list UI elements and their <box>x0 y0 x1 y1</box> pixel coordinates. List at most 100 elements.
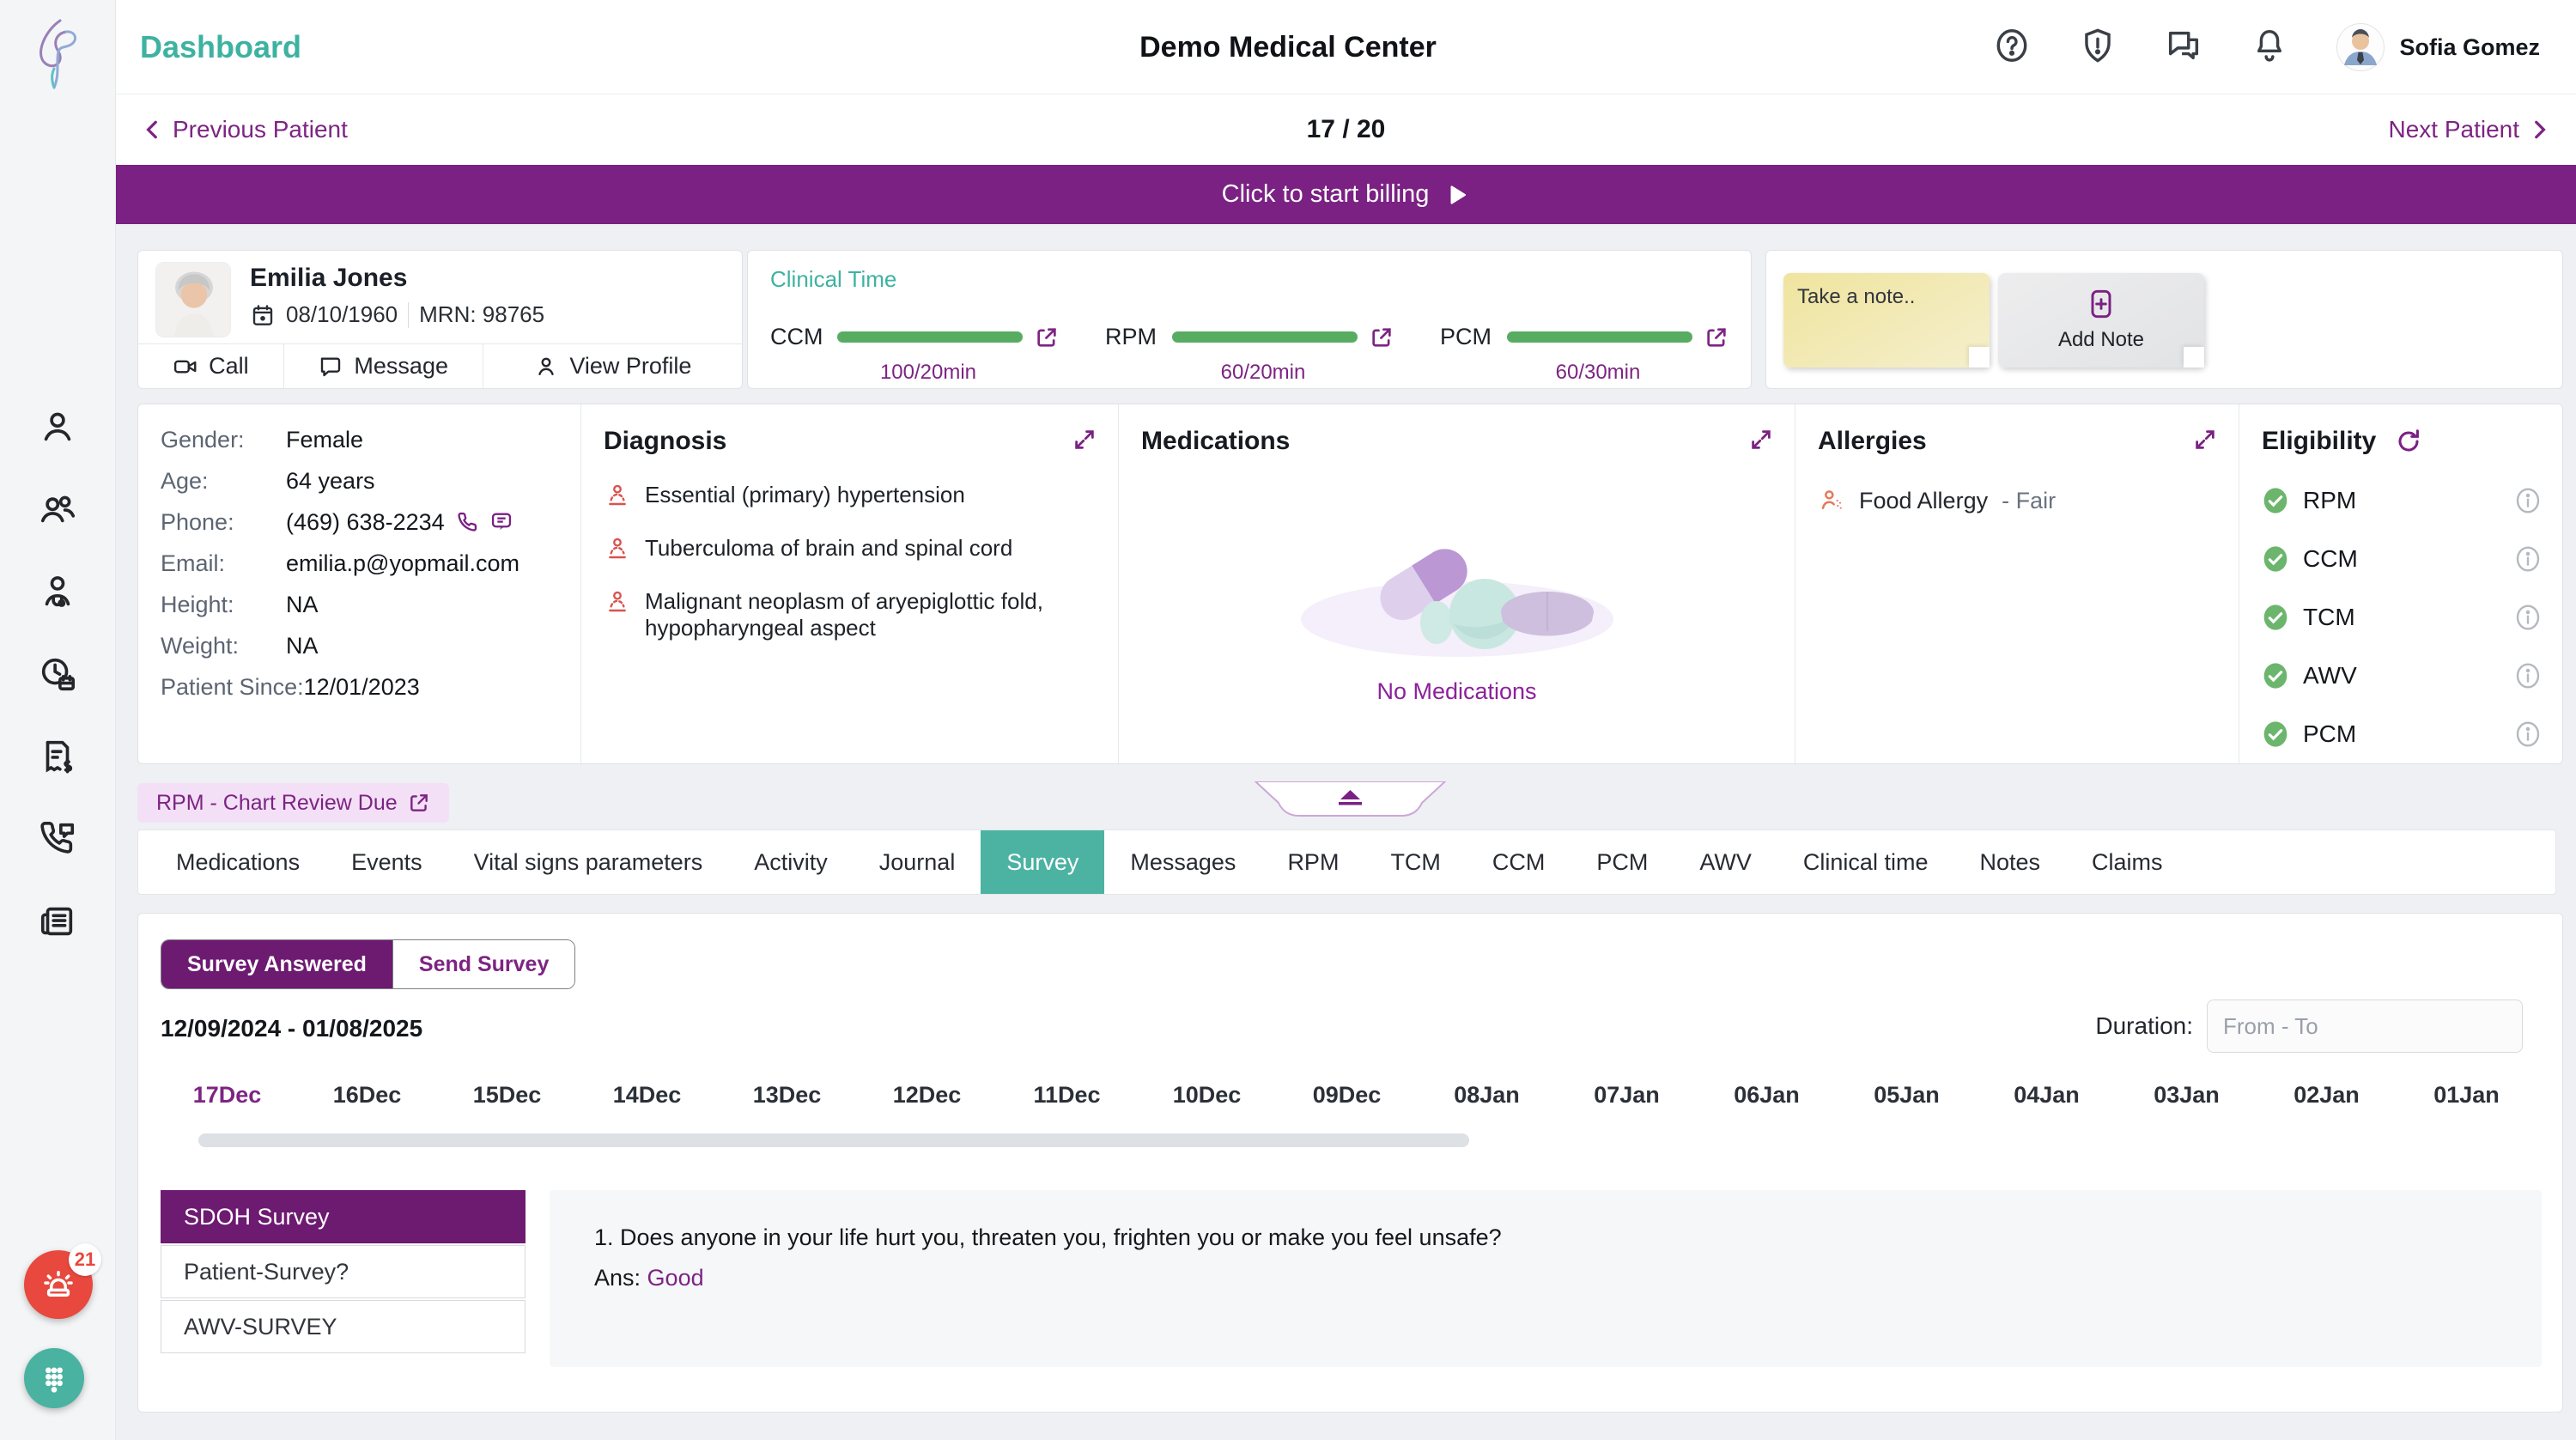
phone-message-icon[interactable] <box>38 819 77 859</box>
survey-answered-toggle[interactable]: Survey Answered <box>161 940 392 988</box>
alerts-fab[interactable]: 21 <box>24 1243 101 1319</box>
allergies-expand-icon[interactable] <box>2192 427 2218 457</box>
previous-patient-button[interactable]: Previous Patient <box>142 94 348 165</box>
message-button[interactable]: Message <box>283 344 483 388</box>
duration-input[interactable] <box>2223 1012 2511 1040</box>
notifications-bell-icon[interactable] <box>2250 26 2289 70</box>
tab-pcm[interactable]: PCM <box>1596 848 1649 875</box>
view-profile-button[interactable]: View Profile <box>482 344 742 388</box>
patient-summary-card: Emilia Jones 08/10/1960 MRN: 98765 Call … <box>137 250 743 389</box>
survey-list-item-patient-survey[interactable]: Patient-Survey? <box>161 1245 526 1298</box>
help-icon[interactable] <box>1992 26 2032 70</box>
ccm-external-link-icon[interactable] <box>1035 325 1059 349</box>
tab-journal[interactable]: Journal <box>878 848 956 875</box>
tab-ccm[interactable]: CCM <box>1492 848 1546 875</box>
dialpad-fab[interactable] <box>24 1348 84 1408</box>
alerts-badge: 21 <box>69 1243 101 1276</box>
patient-photo <box>155 262 231 337</box>
next-patient-button[interactable]: Next Patient <box>2388 94 2550 165</box>
eligibility-label: CCM <box>2303 545 2358 572</box>
medications-empty-state: No Medications <box>1119 523 1795 705</box>
user-menu[interactable]: Sofia Gomez <box>2336 22 2540 72</box>
patient-nav-bar: Previous Patient 17 / 20 Next Patient <box>116 94 2576 165</box>
date-tab[interactable]: 12Dec <box>892 1082 962 1108</box>
date-tab[interactable]: 07Jan <box>1594 1082 1660 1108</box>
tab-claims[interactable]: Claims <box>2092 848 2163 875</box>
date-tab[interactable]: 03Jan <box>2154 1082 2220 1108</box>
tab-vital-signs-parameters[interactable]: Vital signs parameters <box>473 848 703 875</box>
date-tab[interactable]: 16Dec <box>332 1082 402 1108</box>
clinical-time-title: Clinical Time <box>770 266 897 292</box>
info-icon[interactable] <box>2514 720 2542 748</box>
pcm-progress-bar <box>1507 331 1692 343</box>
sms-icon[interactable] <box>489 510 513 534</box>
chip-external-link-icon <box>410 794 428 811</box>
survey-panel: Survey Answered Send Survey 12/09/2024 -… <box>137 913 2563 1413</box>
take-a-note-input[interactable] <box>1783 273 1990 368</box>
note-sticky[interactable] <box>1783 273 1990 368</box>
info-icon[interactable] <box>2514 662 2542 690</box>
messages-icon[interactable] <box>2164 26 2203 70</box>
info-icon[interactable] <box>2514 604 2542 631</box>
add-note-button[interactable]: Add Note <box>1998 273 2204 368</box>
tab-messages[interactable]: Messages <box>1130 848 1236 875</box>
date-tab[interactable]: 06Jan <box>1734 1082 1800 1108</box>
date-tab[interactable]: 04Jan <box>2014 1082 2080 1108</box>
date-tab[interactable]: 11Dec <box>1033 1082 1101 1108</box>
eligibility-refresh-icon[interactable] <box>2395 428 2422 455</box>
tab-survey[interactable]: Survey <box>981 830 1105 894</box>
info-icon[interactable] <box>2514 487 2542 514</box>
tab-tcm[interactable]: TCM <box>1390 848 1441 875</box>
medications-expand-icon[interactable] <box>1748 427 1774 457</box>
users-icon[interactable] <box>38 489 77 529</box>
pcm-label: PCM <box>1440 324 1492 349</box>
send-survey-toggle[interactable]: Send Survey <box>392 940 575 988</box>
tab-events[interactable]: Events <box>351 848 422 875</box>
rpm-external-link-icon[interactable] <box>1370 325 1394 349</box>
collapse-summary-button[interactable] <box>1253 781 1448 817</box>
date-tab[interactable]: 05Jan <box>1874 1082 1940 1108</box>
rpm-chart-review-chip[interactable]: RPM - Chart Review Due <box>137 783 449 823</box>
app-logo-icon[interactable] <box>27 15 88 95</box>
tab-notes[interactable]: Notes <box>1979 848 2041 875</box>
tab-activity[interactable]: Activity <box>754 848 828 875</box>
dates-scrollbar[interactable] <box>198 1133 1469 1147</box>
phone-icon[interactable] <box>455 510 479 534</box>
doctor-icon[interactable] <box>38 572 77 611</box>
tab-medications[interactable]: Medications <box>176 848 301 875</box>
info-icon[interactable] <box>2514 545 2542 573</box>
pcm-external-link-icon[interactable] <box>1704 325 1728 349</box>
date-tab[interactable]: 17Dec <box>192 1082 262 1108</box>
answer-label: Ans: <box>594 1265 641 1291</box>
email-value: emilia.p@yopmail.com <box>286 550 519 576</box>
start-billing-banner[interactable]: Click to start billing <box>116 165 2576 224</box>
tab-awv[interactable]: AWV <box>1699 848 1752 875</box>
duration-range-field[interactable] <box>2207 999 2523 1053</box>
date-tab[interactable]: 14Dec <box>612 1082 682 1108</box>
clock-calendar-icon[interactable] <box>38 654 77 694</box>
rpm-time-value: 60/20min <box>1220 361 1306 384</box>
tab-clinical-time[interactable]: Clinical time <box>1802 848 1929 875</box>
fax-icon[interactable] <box>38 902 77 941</box>
ccm-label: CCM <box>770 324 823 349</box>
tab-rpm[interactable]: RPM <box>1287 848 1340 875</box>
date-tab[interactable]: 08Jan <box>1454 1082 1520 1108</box>
clinical-time-card: Clinical Time CCM 100/20min RPM 60/20min <box>747 250 1752 389</box>
diagnosis-title: Diagnosis <box>604 427 727 455</box>
date-tab[interactable]: 13Dec <box>752 1082 822 1108</box>
call-button[interactable]: Call <box>138 344 283 388</box>
shield-alert-icon[interactable] <box>2078 26 2117 70</box>
date-tab[interactable]: 09Dec <box>1312 1082 1382 1108</box>
date-tab[interactable]: 01Jan <box>2433 1082 2500 1108</box>
duration-label: Duration: <box>2095 1012 2193 1039</box>
user-icon[interactable] <box>38 407 77 447</box>
no-medications-text[interactable]: No Medications <box>1376 678 1537 704</box>
rpm-label: RPM <box>1105 324 1157 349</box>
invoice-dollar-icon[interactable] <box>38 737 77 776</box>
date-tab[interactable]: 02Jan <box>2293 1082 2360 1108</box>
diagnosis-expand-icon[interactable] <box>1072 427 1097 457</box>
survey-list-item-awv-survey[interactable]: AWV-SURVEY <box>161 1300 526 1353</box>
date-tab[interactable]: 10Dec <box>1172 1082 1242 1108</box>
survey-list-item-sdoh[interactable]: SDOH Survey <box>161 1190 526 1243</box>
date-tab[interactable]: 15Dec <box>472 1082 542 1108</box>
